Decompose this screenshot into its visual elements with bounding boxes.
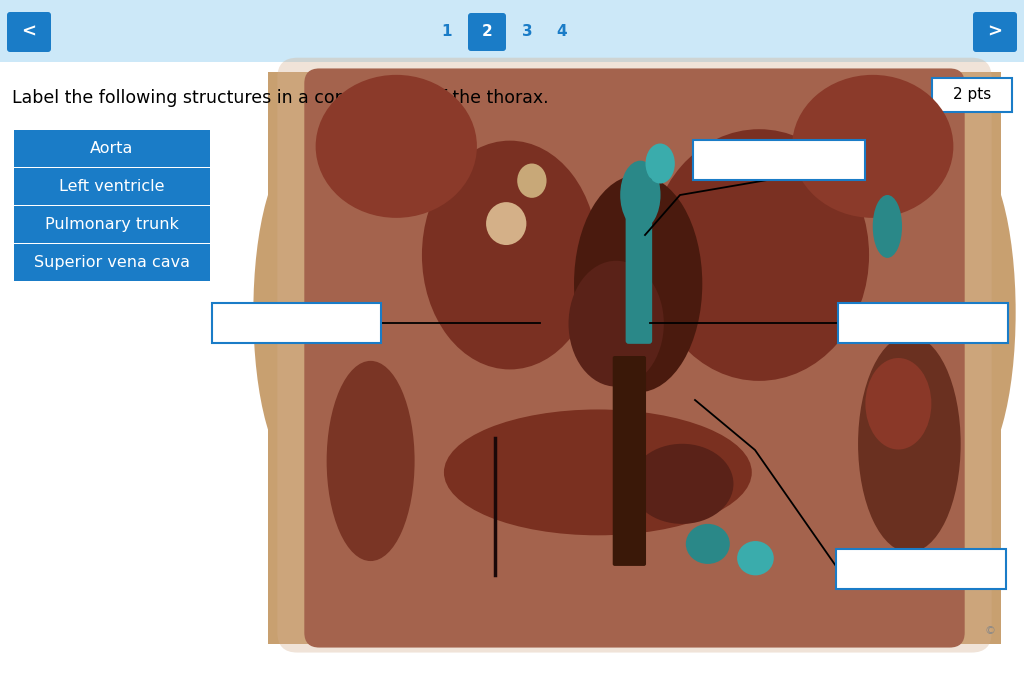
FancyBboxPatch shape [14, 206, 210, 243]
FancyBboxPatch shape [278, 57, 991, 653]
Ellipse shape [865, 358, 932, 449]
Text: 2 pts: 2 pts [953, 88, 991, 103]
Ellipse shape [645, 144, 675, 183]
FancyBboxPatch shape [14, 168, 210, 205]
Ellipse shape [574, 175, 702, 393]
FancyBboxPatch shape [973, 12, 1017, 52]
Ellipse shape [928, 155, 1016, 469]
FancyBboxPatch shape [693, 140, 865, 180]
FancyBboxPatch shape [14, 244, 210, 281]
Text: Left ventricle: Left ventricle [59, 179, 165, 194]
FancyBboxPatch shape [212, 303, 381, 343]
Ellipse shape [737, 541, 774, 575]
FancyBboxPatch shape [468, 13, 506, 51]
Ellipse shape [315, 75, 477, 218]
FancyBboxPatch shape [626, 178, 652, 344]
FancyBboxPatch shape [0, 0, 1024, 62]
Ellipse shape [422, 141, 598, 369]
Ellipse shape [253, 155, 341, 469]
Ellipse shape [631, 444, 733, 524]
Text: ©: © [985, 626, 996, 636]
Text: Aorta: Aorta [90, 141, 134, 156]
FancyBboxPatch shape [14, 130, 210, 167]
Ellipse shape [568, 261, 664, 386]
Ellipse shape [686, 524, 730, 564]
Ellipse shape [649, 129, 869, 381]
FancyBboxPatch shape [838, 303, 1008, 343]
FancyBboxPatch shape [836, 549, 1006, 589]
Text: 4: 4 [557, 25, 567, 40]
FancyBboxPatch shape [304, 68, 965, 648]
FancyBboxPatch shape [268, 72, 1001, 644]
Text: 1: 1 [441, 25, 453, 40]
Text: 2: 2 [481, 25, 493, 40]
Text: 3: 3 [521, 25, 532, 40]
FancyBboxPatch shape [0, 62, 1024, 684]
Text: Superior vena cava: Superior vena cava [34, 255, 190, 270]
Ellipse shape [793, 75, 953, 218]
FancyBboxPatch shape [7, 12, 51, 52]
Ellipse shape [517, 163, 547, 198]
Ellipse shape [872, 195, 902, 258]
Ellipse shape [486, 202, 526, 245]
Text: Pulmonary trunk: Pulmonary trunk [45, 217, 179, 232]
Text: >: > [987, 23, 1002, 41]
Ellipse shape [444, 410, 752, 536]
FancyBboxPatch shape [612, 356, 646, 566]
FancyBboxPatch shape [932, 78, 1012, 112]
Ellipse shape [327, 361, 415, 561]
Text: <: < [22, 23, 37, 41]
Ellipse shape [621, 161, 660, 229]
Text: Label the following structures in a coronal view of the thorax.: Label the following structures in a coro… [12, 89, 549, 107]
Ellipse shape [858, 335, 961, 553]
